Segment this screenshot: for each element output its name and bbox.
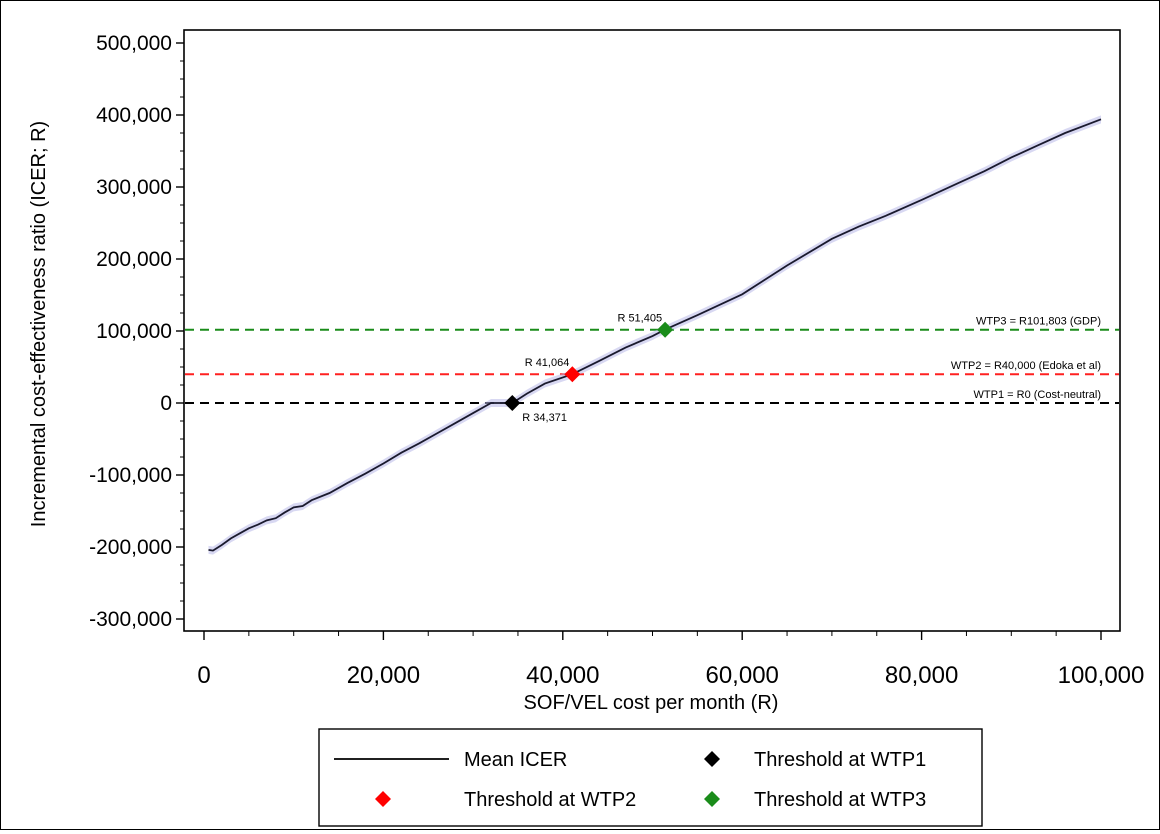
threshold-label-wtp3: WTP3 = R101,803 (GDP) (976, 316, 1101, 328)
legend-label: Mean ICER (464, 749, 567, 771)
legend-diamond-symbol (704, 791, 720, 807)
y-axis-title: Incremental cost-effectiveness ratio (IC… (28, 121, 50, 527)
x-tick-label: 0 (197, 662, 210, 689)
legend-label: Threshold at WTP3 (754, 789, 926, 811)
legend-diamond-symbol (375, 791, 391, 807)
legend: Mean ICER Threshold at WTP1 Threshold at W… (318, 728, 983, 827)
y-tick-label: 200,000 (96, 248, 172, 271)
legend-diamond-symbol (704, 751, 720, 767)
legend-label: Threshold at WTP1 (754, 749, 926, 771)
threshold-point-label: R 41,064 (525, 357, 570, 369)
legend-label: Threshold at WTP2 (464, 789, 636, 811)
y-tick-label: 0 (160, 392, 172, 415)
x-tick-label: 20,000 (347, 662, 420, 689)
x-tick-label: 100,000 (1058, 662, 1145, 689)
threshold-point-label: R 34,371 (522, 412, 567, 424)
y-tick-label: 400,000 (96, 104, 172, 127)
y-tick-label: -100,000 (89, 464, 172, 487)
x-tick-label: 60,000 (705, 662, 778, 689)
x-axis-title: SOF/VEL cost per month (R) (524, 692, 779, 714)
legend-box (318, 728, 983, 827)
threshold-point-2 (564, 366, 581, 383)
x-tick-label: 40,000 (526, 662, 599, 689)
threshold-label-wtp2: WTP2 = R40,000 (Edoka et al) (951, 360, 1101, 372)
threshold-point-1 (504, 395, 521, 411)
x-tick-label: 80,000 (885, 662, 958, 689)
y-tick-label: -300,000 (89, 608, 172, 631)
y-tick-label: -200,000 (89, 536, 172, 559)
y-tick-label: 500,000 (96, 32, 172, 55)
y-tick-label: 300,000 (96, 176, 172, 199)
threshold-label-wtp1: WTP1 = R0 (Cost-neutral) (974, 389, 1101, 401)
mean-icer-line (208, 118, 1102, 552)
threshold-point-label: R 51,405 (617, 313, 662, 325)
threshold-point-3 (657, 321, 674, 338)
y-tick-label: 100,000 (96, 320, 172, 343)
